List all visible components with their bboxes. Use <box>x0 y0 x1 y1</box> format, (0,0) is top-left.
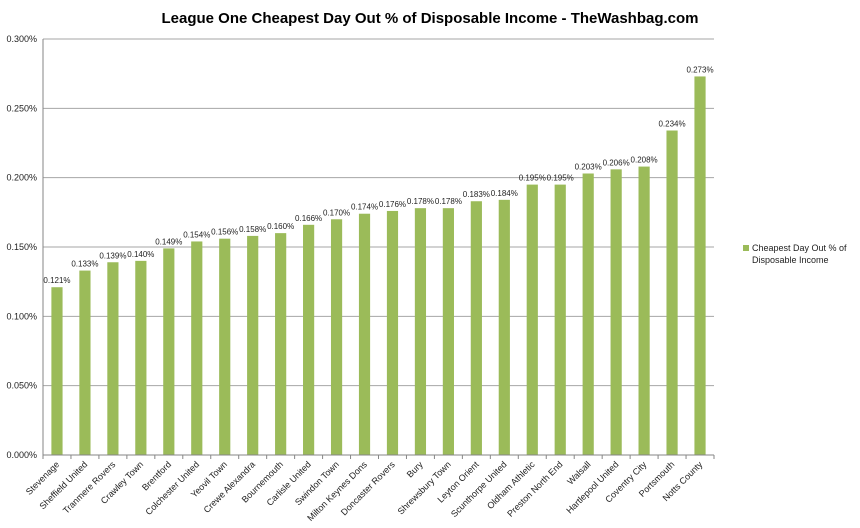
data-label: 0.203% <box>575 163 602 172</box>
y-tick-label: 0.200% <box>6 173 37 183</box>
bar <box>163 248 175 455</box>
data-label: 0.158% <box>239 225 266 234</box>
bar <box>191 241 203 455</box>
data-label: 0.170% <box>323 208 350 217</box>
data-label: 0.178% <box>407 197 434 206</box>
data-label: 0.133% <box>71 260 98 269</box>
bar <box>694 76 706 455</box>
x-tick-label: Walsall <box>565 459 592 486</box>
bar <box>330 219 343 455</box>
data-label: 0.121% <box>43 276 70 285</box>
bar <box>358 213 371 455</box>
data-label: 0.149% <box>155 237 182 246</box>
data-label: 0.176% <box>379 200 406 209</box>
y-tick-label: 0.300% <box>6 34 37 44</box>
bar <box>247 235 259 455</box>
bar <box>135 260 147 455</box>
x-tick-label: Bury <box>405 459 426 480</box>
data-label: 0.273% <box>686 65 713 74</box>
data-label: 0.183% <box>463 190 490 199</box>
bar <box>554 184 566 455</box>
bar <box>610 169 622 455</box>
bar <box>470 201 482 455</box>
y-tick-label: 0.250% <box>6 103 37 113</box>
data-label: 0.140% <box>127 250 154 259</box>
data-label: 0.178% <box>435 197 462 206</box>
data-label: 0.234% <box>658 120 685 129</box>
legend-label-line2: Disposable Income <box>752 255 829 265</box>
x-tick-label: Crewe Alexandra <box>202 459 258 515</box>
gridlines <box>43 38 714 456</box>
legend: Cheapest Day Out % of Disposable Income <box>743 243 847 265</box>
bar <box>526 184 538 455</box>
bar <box>498 199 510 455</box>
y-tick-label: 0.150% <box>6 242 37 252</box>
bar <box>219 238 231 455</box>
bar <box>303 224 315 455</box>
data-label: 0.195% <box>547 174 574 183</box>
data-label: 0.208% <box>631 156 658 165</box>
bar <box>638 166 650 455</box>
bar <box>414 208 427 455</box>
bar <box>442 208 454 455</box>
data-label: 0.160% <box>267 222 294 231</box>
bars <box>51 76 706 456</box>
bar <box>386 210 399 455</box>
data-label: 0.206% <box>603 158 630 167</box>
chart-title: League One Cheapest Day Out % of Disposa… <box>161 10 698 27</box>
bar <box>79 270 91 455</box>
data-label: 0.174% <box>351 203 378 212</box>
data-label: 0.156% <box>211 228 238 237</box>
data-label: 0.195% <box>519 174 546 183</box>
y-tick-label: 0.050% <box>6 381 37 391</box>
data-labels: 0.121%0.133%0.139% 0.140%0.149%0.154% 0.15… <box>43 65 713 285</box>
y-tick-label: 0.000% <box>6 450 37 460</box>
data-label: 0.154% <box>183 230 210 239</box>
data-label: 0.139% <box>99 251 126 260</box>
y-tick-label: 0.100% <box>6 311 37 321</box>
legend-label-line1: Cheapest Day Out % of <box>752 243 847 253</box>
bar <box>51 287 63 455</box>
data-label: 0.166% <box>295 214 322 223</box>
data-label: 0.184% <box>491 189 518 198</box>
bar <box>107 262 119 455</box>
legend-swatch <box>743 245 749 251</box>
y-axis: 0.000% 0.050% 0.100% 0.150% 0.200% 0.250% 0.30… <box>6 34 44 460</box>
bar <box>275 233 287 455</box>
x-tick-label: Doncaster Rovers <box>339 459 397 517</box>
bar <box>666 130 678 455</box>
bar <box>582 173 594 456</box>
x-tick-label: Preston North End <box>505 459 564 518</box>
